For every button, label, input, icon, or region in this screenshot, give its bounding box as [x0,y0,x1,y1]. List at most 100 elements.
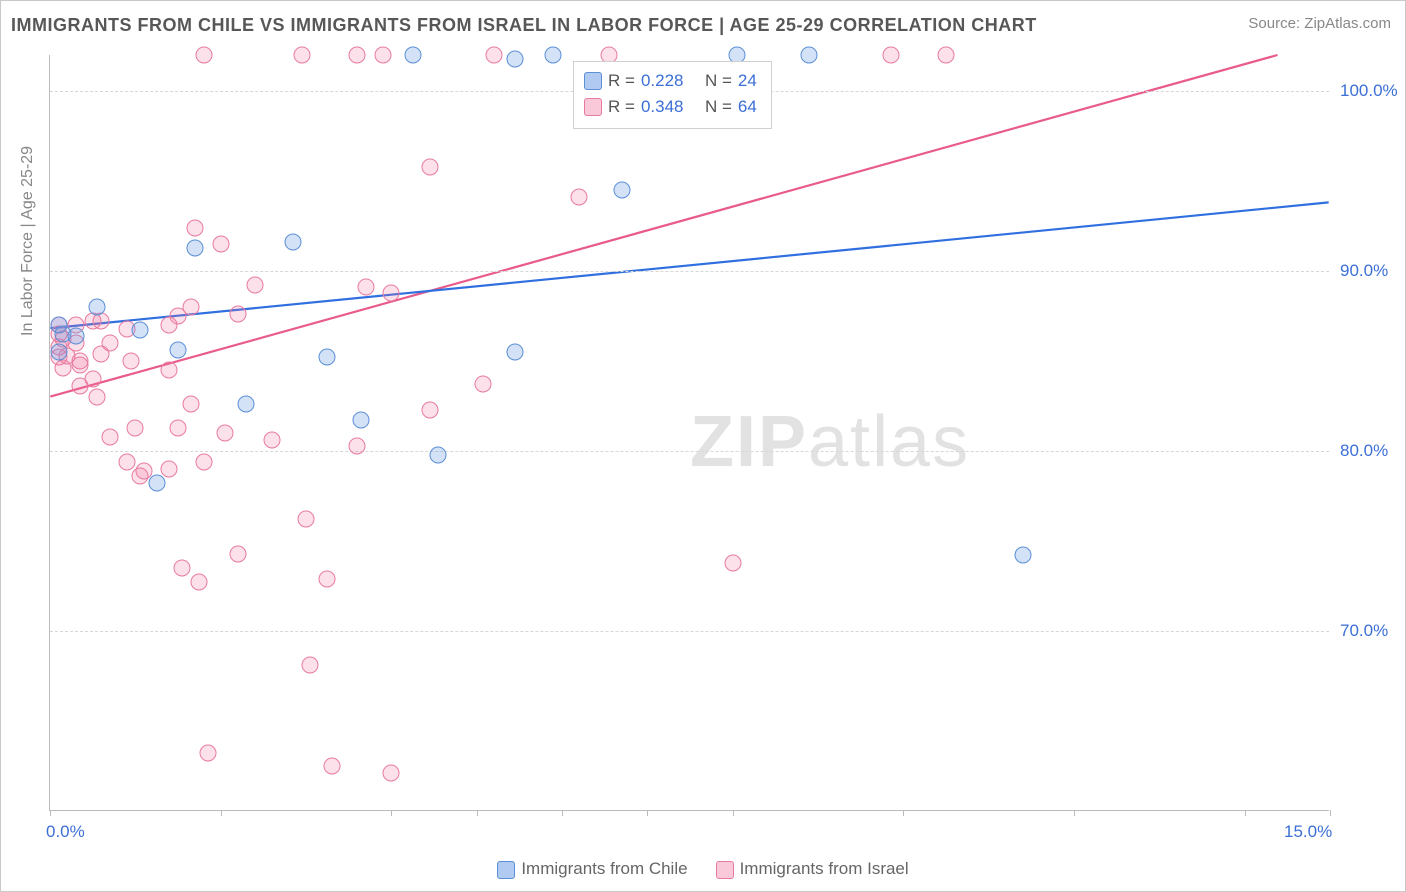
point-israel [84,371,101,388]
point-israel [421,158,438,175]
point-israel [357,279,374,296]
point-chile [238,396,255,413]
point-chile [285,234,302,251]
point-chile [50,317,67,334]
x-tick [903,810,904,816]
point-israel [319,570,336,587]
point-chile [353,412,370,429]
point-israel [571,189,588,206]
y-tick-label: 70.0% [1340,621,1388,641]
legend-item-israel: Immigrants from Israel [716,859,909,879]
x-tick [221,810,222,816]
x-tick [391,810,392,816]
point-israel [229,545,246,562]
point-chile [50,344,67,361]
x-tick [562,810,563,816]
point-israel [101,335,118,352]
point-chile [319,349,336,366]
point-chile [187,239,204,256]
swatch-israel-icon [716,861,734,879]
y-axis-title: In Labor Force | Age 25-29 [19,146,37,336]
point-chile [88,299,105,316]
source-link[interactable]: ZipAtlas.com [1304,15,1391,32]
point-israel [182,396,199,413]
point-israel [199,745,216,762]
point-chile [131,322,148,339]
point-israel [882,47,899,64]
x-tick [477,810,478,816]
x-tick [647,810,648,816]
point-israel [161,362,178,379]
chart-container: IMMIGRANTS FROM CHILE VS IMMIGRANTS FROM… [0,0,1406,892]
point-israel [475,376,492,393]
gridline [50,631,1329,632]
point-israel [118,453,135,470]
gridline [50,271,1329,272]
point-israel [246,277,263,294]
point-israel [298,511,315,528]
stats-row-israel: R = 0.348 N = 64 [584,94,757,120]
point-israel [323,758,340,775]
point-israel [724,554,741,571]
point-israel [485,47,502,64]
watermark: ZIPatlas [690,401,970,483]
point-israel [191,574,208,591]
x-tick [1245,810,1246,816]
point-israel [212,236,229,253]
stats-row-chile: R = 0.228 N = 24 [584,68,757,94]
point-israel [170,419,187,436]
point-israel [302,657,319,674]
stats-legend: R = 0.228 N = 24 R = 0.348 N = 64 [573,61,772,129]
point-israel [195,47,212,64]
point-israel [383,284,400,301]
point-chile [801,47,818,64]
point-chile [507,344,524,361]
point-israel [88,389,105,406]
trend-lines [50,55,1329,810]
point-israel [349,437,366,454]
point-israel [229,306,246,323]
point-chile [170,342,187,359]
x-legend: Immigrants from Chile Immigrants from Is… [1,859,1405,879]
point-chile [67,327,84,344]
point-chile [545,47,562,64]
x-tick [1074,810,1075,816]
point-israel [71,356,88,373]
point-israel [123,353,140,370]
source-label: Source: ZipAtlas.com [1248,15,1391,32]
point-israel [187,219,204,236]
x-tick [733,810,734,816]
point-chile [404,47,421,64]
x-tick-label-max: 15.0% [1284,822,1332,842]
gridline [50,451,1329,452]
chart-title: IMMIGRANTS FROM CHILE VS IMMIGRANTS FROM… [11,15,1037,36]
swatch-chile-icon [584,72,602,90]
point-israel [938,47,955,64]
point-israel [374,47,391,64]
point-israel [293,47,310,64]
point-israel [174,560,191,577]
y-tick-label: 80.0% [1340,441,1388,461]
point-israel [182,299,199,316]
point-israel [101,428,118,445]
point-israel [216,425,233,442]
plot-area: ZIPatlas 70.0%80.0%90.0%100.0%0.0%15.0% [49,55,1329,811]
y-tick-label: 100.0% [1340,81,1398,101]
point-israel [195,453,212,470]
swatch-israel-icon [584,98,602,116]
point-israel [263,432,280,449]
point-israel [421,401,438,418]
swatch-chile-icon [497,861,515,879]
x-tick [1330,810,1331,816]
y-tick-label: 90.0% [1340,261,1388,281]
point-chile [507,50,524,67]
point-israel [127,419,144,436]
legend-item-chile: Immigrants from Chile [497,859,687,879]
x-tick-label-min: 0.0% [46,822,85,842]
point-israel [349,47,366,64]
point-chile [430,446,447,463]
point-israel [383,765,400,782]
x-tick [50,810,51,816]
point-chile [613,182,630,199]
point-israel [161,461,178,478]
